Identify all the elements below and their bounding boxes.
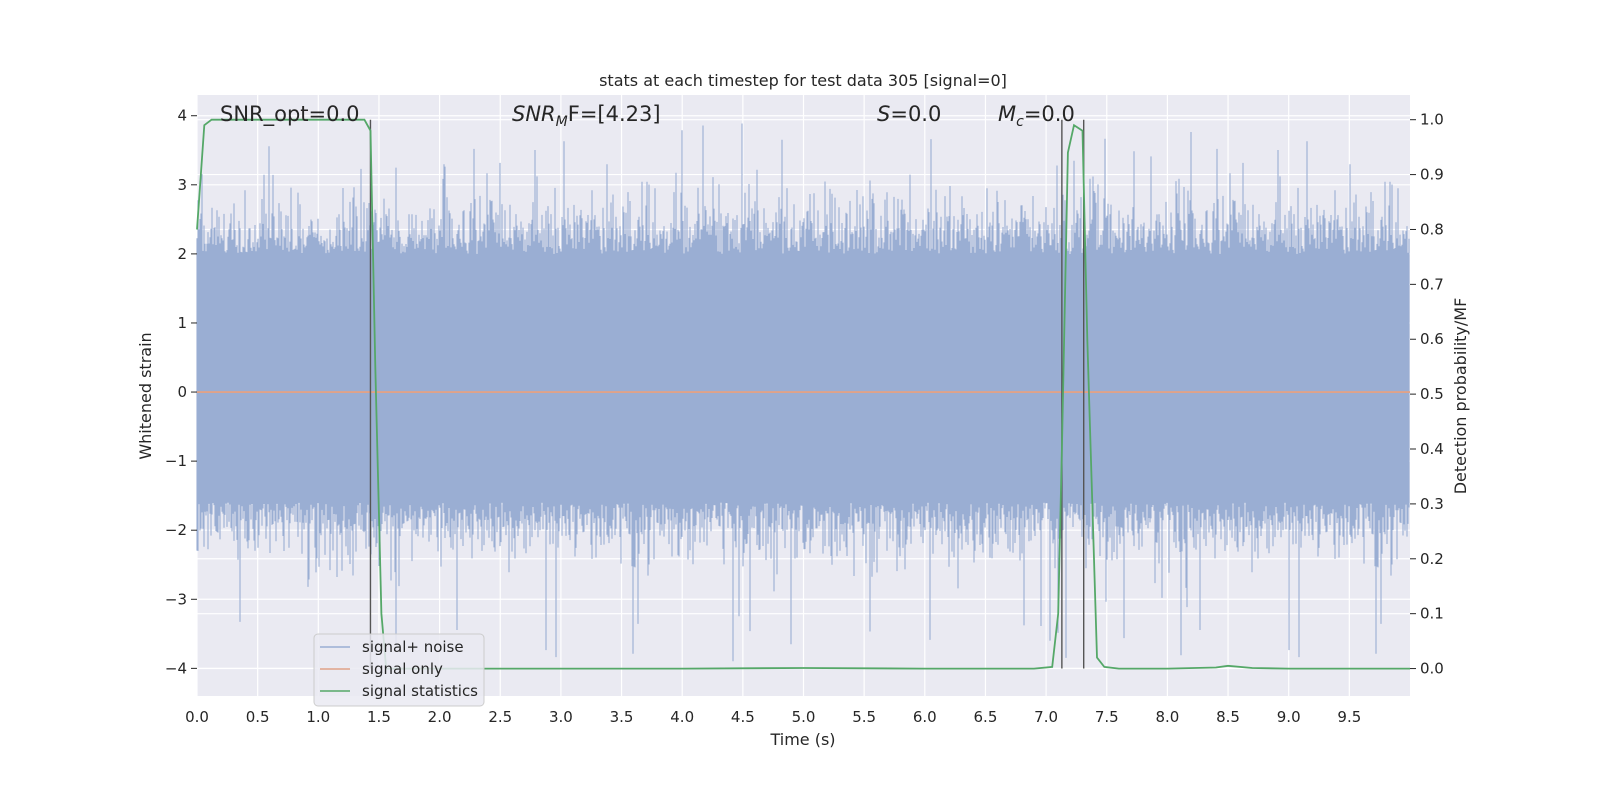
- y-left-tick-label: 3: [177, 176, 187, 194]
- annotation-mc: Mc=0.0: [998, 102, 1075, 130]
- x-tick-label: 7.5: [1095, 708, 1119, 726]
- y-axis-right: 1.0 0.9 0.8 0.7 0.6 0.5 0.4 0.3 0.2 0.1 0.0: [1410, 111, 1444, 678]
- y-right-tick-label: 0.2: [1420, 550, 1444, 568]
- x-tick-label: 6.5: [974, 708, 998, 726]
- y-right-tick-label: 0.4: [1420, 440, 1444, 458]
- x-tick-label: 7.0: [1034, 708, 1058, 726]
- x-tick-label: 8.5: [1216, 708, 1240, 726]
- x-tick-label: 2.5: [488, 708, 512, 726]
- annotation-snr-mf: SNRMF=[4.23]: [512, 102, 661, 130]
- x-tick-label: 6.0: [913, 708, 937, 726]
- x-tick-label: 4.5: [731, 708, 755, 726]
- legend-label-signal-statistics: signal statistics: [362, 682, 478, 700]
- x-tick-label: 1.0: [306, 708, 330, 726]
- chart-title: stats at each timestep for test data 305…: [599, 71, 1007, 90]
- x-tick-label: 5.5: [852, 708, 876, 726]
- y-axis-left-label: Whitened strain: [136, 332, 155, 459]
- x-axis: 0.0 0.5 1.0 1.5 2.0 2.5 3.0 3.5 4.0 4.5 5.0 5.5 6.0 6…: [185, 708, 1361, 726]
- y-left-tick-label: 4: [177, 107, 187, 125]
- x-tick-label: 4.0: [670, 708, 694, 726]
- x-tick-label: 1.5: [367, 708, 391, 726]
- y-axis-left: 4 3 2 1 0 −1 −2 −3 −4: [165, 107, 197, 677]
- x-tick-label: 9.5: [1337, 708, 1361, 726]
- legend-box: [313, 633, 485, 707]
- y-right-tick-label: 0.1: [1420, 605, 1444, 623]
- y-right-tick-label: 0.7: [1420, 275, 1444, 293]
- annotation-s: S=0.0: [877, 102, 941, 126]
- series-signal-statistics: [196, 118, 1410, 670]
- x-tick-label: 8.0: [1155, 708, 1179, 726]
- x-tick-label: 0.5: [246, 708, 270, 726]
- y-left-tick-label: 2: [177, 245, 187, 263]
- annotation-snr-opt: SNR_opt=0.0: [220, 102, 360, 127]
- y-left-tick-label: −4: [165, 659, 187, 677]
- noise-trace: [196, 123, 1410, 662]
- y-axis-right-label: Detection probability/MF: [1451, 298, 1470, 495]
- y-left-tick-label: −1: [165, 452, 187, 470]
- x-tick-label: 0.0: [185, 708, 209, 726]
- legend: signal+ noise signal only signal statist…: [313, 633, 485, 707]
- y-right-tick-label: 0.5: [1420, 385, 1444, 403]
- signal-statistics-line: [196, 118, 1410, 670]
- x-tick-label: 5.0: [792, 708, 816, 726]
- y-right-tick-label: 1.0: [1420, 111, 1444, 129]
- y-left-tick-label: 0: [177, 383, 187, 401]
- y-left-tick-label: −2: [165, 521, 187, 539]
- y-right-tick-label: 0.9: [1420, 166, 1444, 184]
- y-left-tick-label: 1: [177, 314, 187, 332]
- x-axis-label: Time (s): [769, 730, 835, 749]
- series-signal-plus-noise: [196, 123, 1410, 662]
- x-tick-label: 9.0: [1277, 708, 1301, 726]
- y-right-tick-label: 0.6: [1420, 330, 1444, 348]
- y-left-tick-label: −3: [165, 590, 187, 608]
- x-tick-label: 2.0: [428, 708, 452, 726]
- y-right-tick-label: 0.8: [1420, 220, 1444, 238]
- x-tick-label: 3.5: [610, 708, 634, 726]
- legend-label-signal-plus-noise: signal+ noise: [362, 638, 464, 656]
- y-right-tick-label: 0.0: [1420, 660, 1444, 678]
- x-tick-label: 3.0: [549, 708, 573, 726]
- legend-label-signal-only: signal only: [362, 660, 443, 678]
- y-right-tick-label: 0.3: [1420, 495, 1444, 513]
